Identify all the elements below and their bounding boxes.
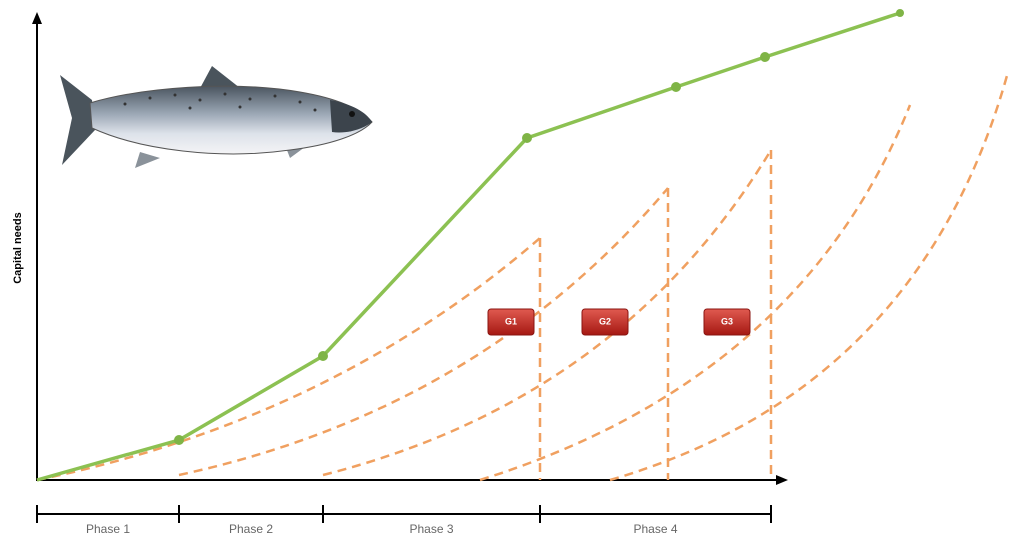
phase-label: Phase 1 [86,522,130,536]
salmon-illustration [60,66,373,168]
phase-bar: Phase 1 Phase 2 Phase 3 Phase 4 [36,505,772,536]
badges: G1 G2 G3 [487,308,751,336]
gate-badge [487,308,535,336]
gate-label: G1 [505,316,517,326]
gate-badge [703,308,751,336]
gate-label: G3 [721,316,733,326]
x-axis-arrow [776,475,788,485]
y-axis-arrow [32,12,42,24]
phase-label: Phase 3 [409,522,453,536]
cost-curves [36,71,1010,482]
phase-label: Phase 4 [633,522,677,536]
gate-label: G2 [599,316,611,326]
phase-label: Phase 2 [229,522,273,536]
y-axis-label: Capital needs [12,212,24,284]
gate-badge [581,308,629,336]
capital-line [36,9,904,482]
